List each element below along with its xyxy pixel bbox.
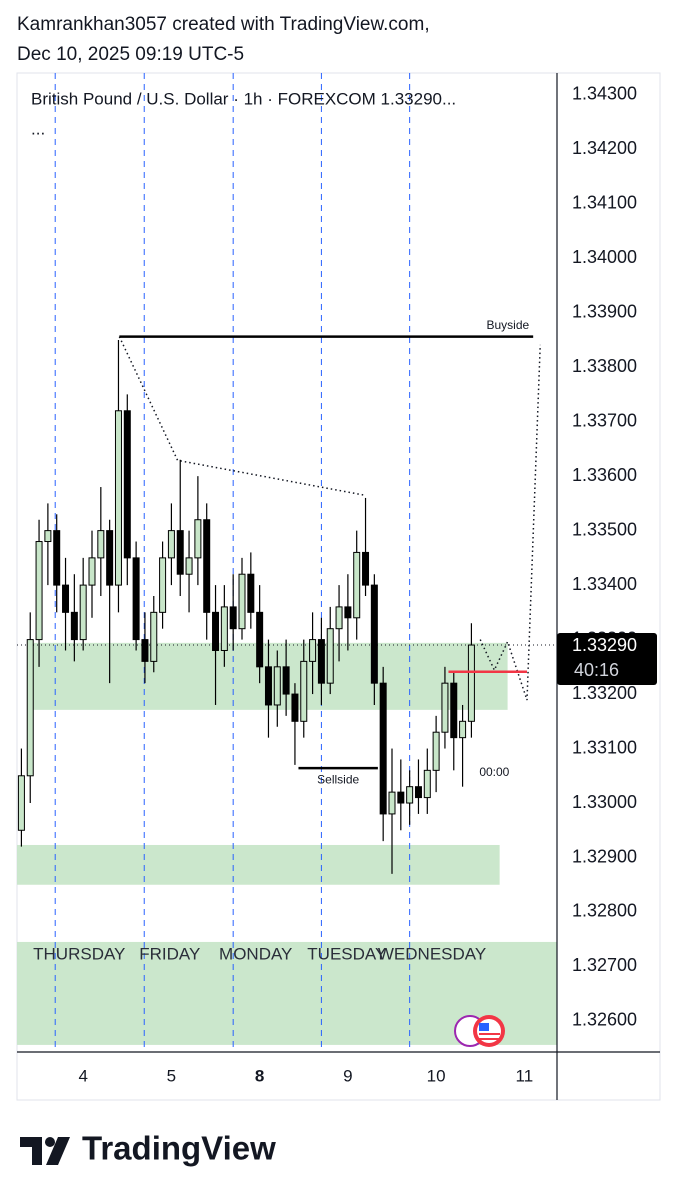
dotted-path <box>118 336 365 496</box>
candle-body <box>379 682 387 815</box>
candle-body <box>300 660 308 722</box>
day-label: MONDAY <box>219 945 292 964</box>
countdown: 40:16 <box>574 660 619 680</box>
y-tick-label: 1.34200 <box>572 138 637 158</box>
y-tick-label: 1.33200 <box>572 683 637 703</box>
y-tick-label: 1.33500 <box>572 519 637 539</box>
x-tick-label: 4 <box>78 1066 87 1085</box>
candle-body <box>194 519 202 559</box>
candle-body <box>264 666 272 706</box>
candle-body <box>414 786 422 799</box>
x-tick-label: 10 <box>427 1066 446 1085</box>
candle-body <box>26 639 34 777</box>
candle-body <box>203 519 211 613</box>
candle-body <box>70 611 78 641</box>
candle-body <box>88 557 96 586</box>
candle-body <box>123 410 131 559</box>
y-tick-label: 1.33000 <box>572 792 637 812</box>
candle-body <box>238 573 246 630</box>
candle-body <box>423 769 431 799</box>
brand-logo <box>20 1137 70 1165</box>
candle-body <box>344 606 352 619</box>
y-tick-label: 1.32700 <box>572 955 637 975</box>
last-price-label: 1.33290 <box>572 635 637 655</box>
candle-body <box>159 557 167 613</box>
candle-body <box>97 530 105 559</box>
y-tick-label: 1.34300 <box>572 84 637 104</box>
candle-body <box>450 682 458 739</box>
candle-body <box>106 530 114 586</box>
candle-body <box>167 530 175 559</box>
candle-body <box>212 611 220 651</box>
legend: British Pound / U.S. Dollar · 1h · FOREX… <box>31 89 456 108</box>
header-line: Dec 10, 2025 09:19 UTC-5 <box>17 44 244 65</box>
candle-body <box>326 628 334 684</box>
candle-body <box>397 791 405 804</box>
y-tick-label: 1.32800 <box>572 901 637 921</box>
y-tick-label: 1.33900 <box>572 301 637 321</box>
candle-body <box>247 573 255 613</box>
candle-body <box>176 530 184 575</box>
candle-body <box>141 639 149 662</box>
candle-body <box>273 666 281 706</box>
candle-body <box>309 639 317 662</box>
candle-body <box>35 541 43 641</box>
header-line: Kamrankhan3057 created with TradingView.… <box>17 14 430 35</box>
candle-body <box>432 731 440 771</box>
y-tick-label: 1.33100 <box>572 737 637 757</box>
x-tick-label: 5 <box>167 1066 176 1085</box>
annotation: 00:00 <box>479 765 509 779</box>
x-tick-label: 9 <box>343 1066 352 1085</box>
candle-body <box>150 611 158 662</box>
y-tick-label: 1.33800 <box>572 356 637 376</box>
level-label: Buyside <box>486 318 529 332</box>
candle-body <box>132 557 140 641</box>
brand: TradingView <box>82 1130 276 1167</box>
candle-body <box>53 530 61 586</box>
candle-body <box>388 791 396 815</box>
day-label: WEDNESDAY <box>378 945 486 964</box>
candle-body <box>44 530 52 543</box>
candle-body <box>467 644 475 722</box>
candle-body <box>256 611 264 668</box>
candle-body <box>362 551 370 586</box>
candle-body <box>317 639 325 684</box>
candle-body <box>62 584 70 613</box>
candle-body <box>335 606 343 630</box>
candle-body <box>370 584 378 684</box>
y-tick-label: 1.33600 <box>572 465 637 485</box>
candle-body <box>79 584 87 641</box>
candle-body <box>353 551 361 619</box>
candle-body <box>441 682 449 733</box>
level-label: Sellside <box>317 772 359 786</box>
x-tick-label: 11 <box>516 1066 534 1085</box>
y-tick-label: 1.32600 <box>572 1010 637 1030</box>
y-tick-label: 1.34000 <box>572 247 637 267</box>
candle-body <box>185 557 193 575</box>
y-tick-label: 1.34100 <box>572 193 637 213</box>
badge <box>454 1015 505 1047</box>
y-tick-label: 1.32900 <box>572 846 637 866</box>
day-label: FRIDAY <box>139 945 200 964</box>
candle-body <box>291 693 299 722</box>
day-label: TUESDAY <box>307 945 386 964</box>
zone <box>17 844 500 885</box>
y-tick-label: 1.33700 <box>572 410 637 430</box>
candle-body <box>220 606 228 651</box>
legend-more: ... <box>31 119 45 138</box>
last-price-badge <box>557 633 657 686</box>
candle-body <box>406 786 414 804</box>
candle-body <box>282 666 290 695</box>
y-tick-label: 1.33400 <box>572 574 637 594</box>
x-tick-label: 8 <box>255 1066 264 1085</box>
candle-body <box>17 775 25 831</box>
candle-body <box>114 410 122 586</box>
candle-body <box>229 606 237 630</box>
candle-body <box>459 720 467 739</box>
day-label: THURSDAY <box>33 945 125 964</box>
